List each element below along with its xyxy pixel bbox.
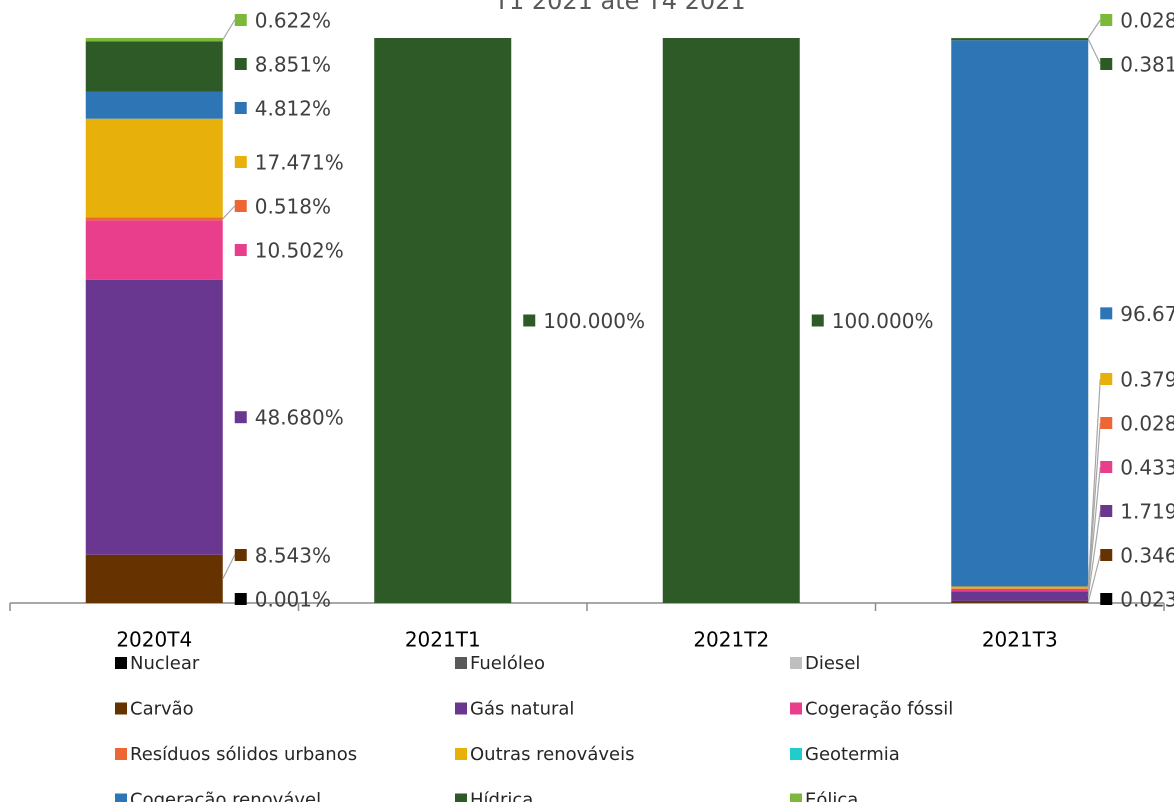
- legend-label: Nuclear: [130, 653, 200, 674]
- legend-marker: [790, 793, 802, 802]
- data-label: 0.023%: [1120, 588, 1174, 612]
- bar-segment: [85, 217, 223, 221]
- legend-label: Hídrica: [470, 790, 533, 802]
- bar-segment: [951, 591, 1089, 601]
- bar-segment: [85, 118, 223, 218]
- bar-segment: [85, 91, 223, 119]
- legend-marker: [455, 702, 467, 715]
- legend-marker: [115, 748, 127, 760]
- data-label: 0.433%: [1120, 456, 1174, 480]
- legend-marker: [455, 748, 467, 760]
- legend-label: Carvão: [130, 699, 194, 720]
- data-label: 0.381%: [1120, 53, 1174, 77]
- leader-line: [222, 19, 236, 41]
- x-tick-label: 2021T1: [405, 628, 481, 652]
- data-label: 4.812%: [255, 97, 331, 121]
- leader-line: [1087, 466, 1101, 591]
- data-label: 0.379%: [1120, 368, 1174, 392]
- leader-line: [222, 554, 236, 580]
- legend-marker: [790, 657, 802, 669]
- label-marker: [1100, 461, 1113, 473]
- data-label: 0.622%: [255, 9, 331, 33]
- label-marker: [1100, 58, 1113, 70]
- bar-segment: [951, 600, 1089, 603]
- data-label: 17.471%: [255, 151, 344, 175]
- x-tick-label: 2021T3: [982, 628, 1058, 652]
- legend-label: Fuelóleo: [470, 653, 545, 674]
- chart-title: T1 2021 até T4 2021: [493, 0, 745, 15]
- label-marker: [234, 156, 247, 169]
- label-marker: [1100, 417, 1113, 429]
- legend-marker: [790, 748, 802, 760]
- data-label: 10.502%: [255, 239, 344, 263]
- bar-segment: [951, 586, 1089, 589]
- legend-label: Outras renováveis: [470, 744, 634, 765]
- x-tick-label: 2021T2: [693, 628, 769, 652]
- label-marker: [234, 58, 247, 70]
- data-label: 1.719%: [1120, 500, 1174, 524]
- legend-label: Geotermia: [805, 744, 900, 765]
- legend-marker: [455, 657, 467, 669]
- bar-segment: [662, 38, 800, 603]
- data-label: 48.680%: [255, 406, 344, 430]
- label-marker: [523, 314, 536, 327]
- legend-label: Cogeração fóssil: [805, 699, 953, 720]
- leader-line: [1087, 510, 1101, 597]
- bar-segment: [951, 38, 1089, 41]
- bar-segment: [85, 554, 223, 603]
- data-label: 0.028%: [1120, 9, 1174, 33]
- legend-label: Gás natural: [470, 699, 574, 720]
- label-marker: [234, 244, 247, 257]
- leader-line: [1087, 19, 1101, 39]
- legend-marker: [455, 793, 467, 802]
- label-marker: [1100, 373, 1113, 385]
- label-marker: [1100, 549, 1113, 561]
- bar-segment: [85, 279, 223, 555]
- data-label: 0.028%: [1120, 412, 1174, 436]
- data-label: 100.000%: [543, 309, 645, 333]
- legend-label: Resíduos sólidos urbanos: [130, 744, 357, 765]
- bar-segment: [85, 38, 223, 42]
- label-marker: [234, 102, 247, 114]
- leader-line: [222, 205, 236, 220]
- data-label: 0.346%: [1120, 544, 1174, 568]
- data-label: 0.001%: [255, 588, 331, 612]
- bar-segment: [85, 220, 223, 280]
- data-label: 8.543%: [255, 544, 331, 568]
- leader-line: [1087, 554, 1101, 603]
- legend-marker: [790, 702, 802, 715]
- label-marker: [234, 411, 247, 424]
- bar-segment: [951, 588, 1089, 592]
- bar-segment: [951, 40, 1089, 587]
- label-marker: [811, 314, 824, 327]
- legend-label: Diesel: [805, 653, 860, 674]
- x-tick-label: 2020T4: [116, 628, 192, 652]
- data-label: 8.851%: [255, 53, 331, 77]
- bar-segment: [374, 38, 512, 603]
- legend-label: Eólica: [805, 790, 858, 802]
- data-label: 96.674%: [1120, 302, 1174, 326]
- label-marker: [1100, 307, 1113, 320]
- data-label: 0.518%: [255, 195, 331, 219]
- leader-line: [1087, 38, 1101, 65]
- label-marker: [1100, 593, 1113, 605]
- leader-line: [1087, 378, 1101, 588]
- legend-label: Cogeração renovável: [130, 790, 321, 802]
- legend-marker: [115, 657, 127, 669]
- bar-segment: [85, 41, 223, 92]
- label-marker: [234, 549, 247, 561]
- label-marker: [234, 593, 247, 605]
- label-marker: [1100, 505, 1113, 517]
- data-label: 100.000%: [832, 309, 934, 333]
- label-marker: [1100, 14, 1113, 26]
- label-marker: [234, 200, 247, 213]
- legend-marker: [115, 702, 127, 715]
- legend-marker: [115, 793, 127, 802]
- label-marker: [234, 14, 247, 26]
